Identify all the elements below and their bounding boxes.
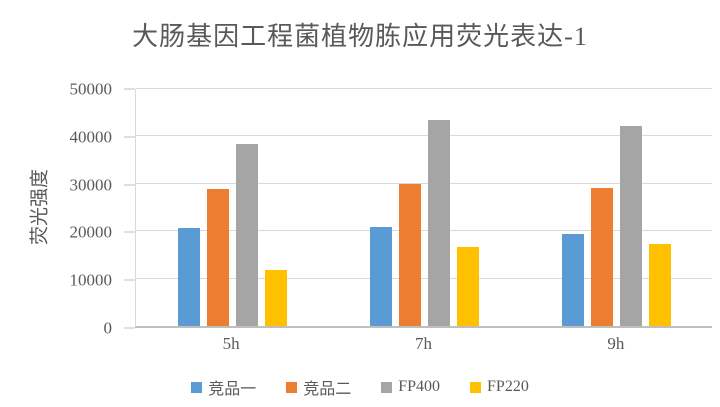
bar-FP220 [648,244,671,326]
legend-swatch [470,381,482,393]
bar-FP400 [427,119,450,326]
legend-swatch [381,381,393,393]
chart-title: 大肠基因工程菌植物胨应用荧光表达-1 [132,22,588,51]
gridline [136,88,712,89]
y-tick-mark [124,231,135,233]
gridline [136,135,712,137]
y-tick-label: 30000 [69,175,113,195]
y-tick-mark [124,136,135,138]
y-tick-label: 10000 [69,270,113,290]
y-tick-label: 50000 [69,79,113,99]
bar-FP400 [235,143,258,326]
bar-FP220 [456,247,479,326]
y-tick-label: 40000 [69,127,113,147]
y-axis-ticks: 0 10000 20000 30000 40000 50000 [0,81,113,337]
bar-FP220 [264,270,287,326]
y-tick-mark [124,327,135,329]
legend: 竞品一 竞品二 FP400 FP220 [0,375,720,399]
bar-group [328,89,520,326]
bar-竞品二 [398,184,421,326]
legend-swatch [286,381,298,393]
legend-label: 竞品一 [208,381,257,398]
bar-group [520,89,712,326]
bar-竞品一 [369,227,392,326]
bar-竞品一 [177,228,200,326]
legend-label: 竞品二 [303,381,352,398]
y-tick-marks [124,88,135,329]
legend-item-竞品一: 竞品一 [191,375,256,399]
legend-item-竞品二: 竞品二 [286,375,351,399]
y-tick-mark [124,88,135,90]
bar-竞品二 [590,188,613,326]
plot-area [135,88,712,328]
legend-swatch [191,381,203,393]
gridline [136,182,712,184]
x-axis-labels: 5h 7h 9h [135,334,712,354]
bar-FP400 [619,126,642,326]
bar-group [136,89,328,326]
bar-竞品二 [206,189,229,326]
legend-item-FP400: FP400 [381,378,440,396]
legend-item-FP220: FP220 [470,378,529,396]
y-tick-mark [124,184,135,186]
y-tick-label: 20000 [69,222,113,242]
y-tick-mark [124,279,135,281]
bar-groups [136,89,712,326]
y-tick-label: 0 [103,318,113,338]
x-tick-label: 7h [414,334,432,353]
gridlines [136,88,712,326]
x-tick-label: 9h [607,334,625,353]
gridline [136,277,712,279]
bar-竞品一 [561,233,584,326]
legend-label: FP400 [398,378,441,395]
gridline [136,230,712,232]
legend-label: FP220 [487,378,529,395]
x-tick-label: 5h [222,334,240,353]
